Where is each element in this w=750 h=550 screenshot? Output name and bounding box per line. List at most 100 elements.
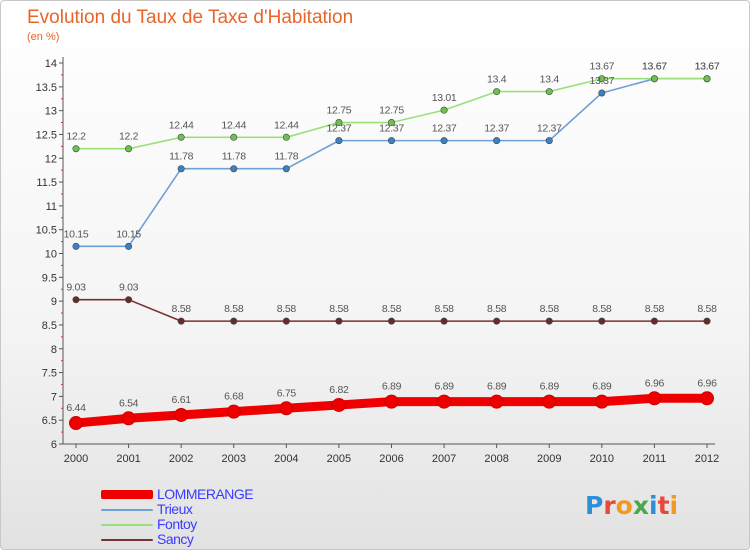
data-point-lommerange xyxy=(279,401,294,416)
data-point-trieux xyxy=(72,242,80,250)
data-label-fontoy: 12.44 xyxy=(169,119,194,131)
data-point-sancy xyxy=(335,317,343,325)
logo-letter: i xyxy=(649,491,658,520)
data-label-lommerange: 6.89 xyxy=(592,381,612,393)
y-tick-label: 14 xyxy=(45,58,57,70)
x-tick-label: 2011 xyxy=(643,453,667,465)
y-tick-label: 13.5 xyxy=(36,82,57,94)
y-tick-label: 11.5 xyxy=(36,177,57,189)
legend-swatch-sancy xyxy=(101,538,153,541)
data-point-sancy xyxy=(177,317,185,325)
x-tick-label: 2000 xyxy=(64,453,88,465)
data-point-trieux xyxy=(282,165,290,173)
data-label-trieux: 11.78 xyxy=(222,151,246,163)
logo-letter: i xyxy=(669,491,679,520)
data-label-fontoy: 13.67 xyxy=(695,61,720,73)
data-label-fontoy: 12.2 xyxy=(66,131,86,143)
data-label-lommerange: 6.61 xyxy=(172,394,192,406)
data-label-fontoy: 13.4 xyxy=(540,74,560,86)
logo-letter: o xyxy=(615,491,633,520)
data-label-trieux: 13.67 xyxy=(642,61,667,73)
data-point-lommerange xyxy=(69,416,83,431)
data-label-trieux: 11.78 xyxy=(169,151,193,163)
data-label-trieux: 13.67 xyxy=(695,61,720,73)
data-label-lommerange: 6.68 xyxy=(224,391,244,403)
data-point-lommerange xyxy=(594,394,609,409)
data-point-fontoy xyxy=(335,119,343,127)
data-point-trieux xyxy=(493,137,501,145)
data-label-fontoy: 12.44 xyxy=(221,119,246,131)
data-label-lommerange: 6.75 xyxy=(277,387,297,399)
data-point-sancy xyxy=(282,317,290,325)
data-label-sancy: 8.58 xyxy=(487,303,507,315)
data-label-trieux: 12.37 xyxy=(484,123,509,135)
data-label-trieux: 10.15 xyxy=(64,228,89,240)
data-label-sancy: 9.03 xyxy=(119,282,139,294)
data-point-fontoy xyxy=(650,75,658,83)
data-label-sancy: 8.58 xyxy=(540,303,560,315)
data-point-trieux xyxy=(545,137,553,145)
y-tick-label: 9.5 xyxy=(42,272,57,284)
data-label-lommerange: 6.54 xyxy=(119,397,139,409)
y-tick-label: 11 xyxy=(46,201,57,213)
y-tick-label: 7 xyxy=(51,391,57,403)
proxiti-logo: Proxiti xyxy=(585,491,678,520)
y-axis-unit: (en %) xyxy=(27,31,60,43)
y-tick-label: 8.5 xyxy=(42,320,57,332)
data-point-trieux xyxy=(125,242,133,250)
data-point-lommerange xyxy=(174,407,189,422)
data-point-sancy xyxy=(650,317,658,325)
data-point-trieux xyxy=(387,137,395,145)
x-tick-label: 2003 xyxy=(222,453,246,465)
y-tick-label: 8 xyxy=(51,344,57,356)
data-label-lommerange: 6.89 xyxy=(434,381,454,393)
data-point-lommerange xyxy=(384,394,399,409)
data-point-trieux xyxy=(177,165,185,173)
logo-letter: r xyxy=(603,491,616,520)
data-label-sancy: 8.58 xyxy=(697,303,717,315)
legend-label-trieux: Trieux xyxy=(157,501,193,517)
data-label-lommerange: 6.89 xyxy=(382,381,402,393)
legend-label-fontoy: Fontoy xyxy=(157,516,197,532)
data-point-fontoy xyxy=(545,88,553,96)
data-label-sancy: 9.03 xyxy=(66,282,86,294)
legend-label-lommerange: LOMMERANGE xyxy=(157,486,254,502)
legend-swatch-fontoy xyxy=(101,523,153,526)
data-point-trieux xyxy=(335,137,343,145)
data-label-sancy: 8.58 xyxy=(172,303,192,315)
data-point-fontoy xyxy=(72,145,80,153)
data-point-sancy xyxy=(387,317,395,325)
data-label-fontoy: 12.75 xyxy=(327,105,352,117)
data-point-sancy xyxy=(493,317,501,325)
data-label-trieux: 12.37 xyxy=(327,123,352,135)
data-label-trieux: 12.37 xyxy=(432,123,457,135)
data-point-lommerange xyxy=(489,394,504,409)
data-point-lommerange xyxy=(226,404,241,419)
data-label-fontoy: 13.67 xyxy=(642,61,667,73)
data-label-fontoy: 12.44 xyxy=(274,119,299,131)
legend-label-sancy: Sancy xyxy=(157,531,194,547)
data-label-trieux: 12.37 xyxy=(379,123,404,135)
data-label-sancy: 8.58 xyxy=(434,303,454,315)
data-point-sancy xyxy=(230,317,238,325)
data-label-fontoy: 12.75 xyxy=(379,105,404,117)
data-point-fontoy xyxy=(703,75,711,83)
data-label-fontoy: 12.2 xyxy=(119,131,139,143)
x-tick-label: 2002 xyxy=(169,453,193,465)
data-label-fontoy: 13.01 xyxy=(432,92,457,104)
data-label-fontoy: 13.4 xyxy=(487,74,507,86)
data-label-trieux: 13.37 xyxy=(589,75,614,87)
data-label-trieux: 11.78 xyxy=(274,151,298,163)
data-point-trieux xyxy=(230,165,238,173)
data-point-sancy xyxy=(125,296,133,304)
y-tick-label: 9 xyxy=(51,296,57,308)
data-point-lommerange xyxy=(700,391,714,406)
data-label-lommerange: 6.96 xyxy=(697,377,717,389)
data-point-sancy xyxy=(72,296,80,304)
data-point-fontoy xyxy=(387,119,395,127)
data-label-fontoy: 13.67 xyxy=(589,61,614,73)
x-tick-label: 2009 xyxy=(537,453,561,465)
data-point-lommerange xyxy=(331,397,346,412)
data-label-lommerange: 6.44 xyxy=(66,402,86,414)
